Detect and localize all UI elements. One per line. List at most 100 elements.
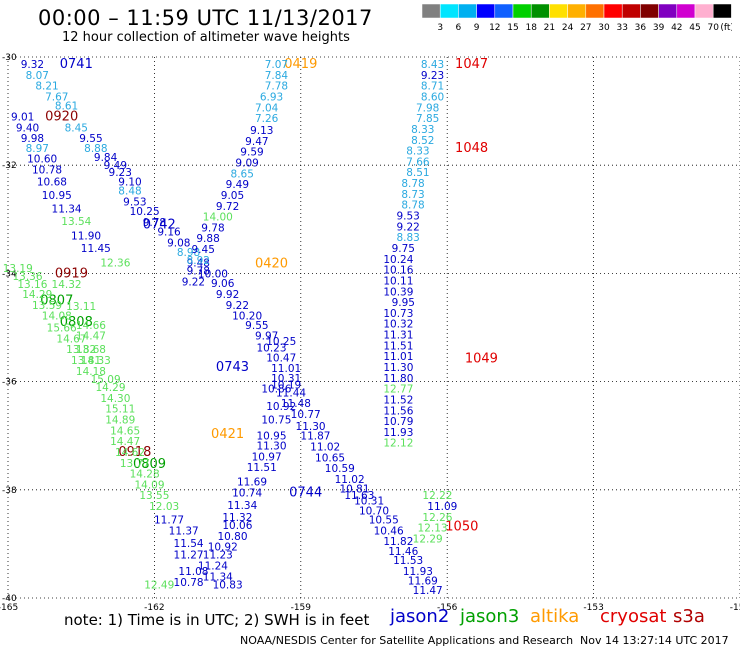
pass-time-label: 0741 [60,57,93,72]
wave-height-value: 8.78 [401,178,424,190]
wave-height-value: 10.23 [256,343,286,355]
legend-jason2: jason2 [390,606,450,627]
wave-height-value: 10.11 [383,275,413,287]
wave-height-value: 8.33 [406,146,429,158]
wave-height-value: 11.90 [71,231,101,243]
wave-height-value: 9.32 [21,59,44,71]
wave-height-value: 9.22 [396,221,419,233]
wave-height-value: 14.62 [115,447,145,459]
wave-height-value: 10.79 [383,416,413,428]
wave-height-value: 7.04 [255,102,279,114]
y-tick-label: -34 [2,269,17,279]
wave-height-value: 11.34 [203,571,233,583]
colorbar-label: 6 [456,23,462,32]
wave-height-value: 14.65 [110,425,140,437]
wave-height-value: 9.45 [192,244,215,256]
wave-height-value: 12.03 [149,501,179,513]
wave-height-value: 9.22 [182,277,205,289]
wave-height-value: 7.78 [265,81,288,93]
wave-height-value: 10.39 [383,286,413,298]
wave-height-value: 7.67 [45,91,68,103]
wave-height-value: 9.47 [245,136,268,148]
wave-height-value: 8.88 [84,143,107,155]
wave-height-value: 14.66 [76,320,106,332]
pass-time-label: 0742 [143,218,176,233]
legend-altika: altika [530,606,580,627]
wave-height-value: 11.34 [227,500,257,512]
wave-height-value: 10.32 [383,319,413,331]
pass-time-label: 0808 [60,315,93,330]
wave-height-value: 11.08 [178,566,208,578]
wave-height-value: 9.09 [235,157,258,169]
wave-height-value: 11.24 [198,561,228,573]
legend-jason3: jason3 [460,606,520,627]
wave-height-value: 14.67 [56,333,86,345]
wave-height-value: 11.02 [335,474,365,486]
colorbar-label: 24 [562,23,574,32]
wave-height-value: 11.30 [256,440,286,452]
wave-height-value: 11.87 [300,431,330,443]
wave-height-value: 11.52 [383,394,413,406]
wave-height-value: 10.31 [271,373,301,385]
colorbar-label: 42 [671,23,682,32]
pass-time-label: 0744 [289,486,322,501]
wave-height-value: 8.78 [401,200,424,212]
wave-height-value: 11.54 [174,538,204,550]
wave-height-value: 8.52 [411,135,434,147]
wave-height-value: 11.27 [174,550,204,562]
legend-s3a: s3a [673,606,705,627]
wave-height-value: 10.78 [32,165,62,177]
wave-height-value: 12.26 [422,512,452,524]
wave-height-value: 13.19 [3,263,33,275]
x-tick-label: -156 [437,603,458,613]
wave-height-value: 11.23 [203,550,233,562]
wave-height-value: 9.48 [187,258,210,270]
pass-time-label: 0807 [40,293,73,308]
wave-height-value: 9.92 [216,289,239,301]
wave-height-value: 8.43 [421,59,444,71]
wave-height-value: 11.01 [383,351,413,363]
wave-height-value: 9.10 [118,176,141,188]
wave-height-value: 13.11 [66,301,96,313]
wave-height-value: 11.30 [296,421,326,433]
pass-time-label: 0920 [45,110,78,125]
wave-height-value: 11.77 [154,515,184,527]
x-tick-label: -159 [291,603,312,613]
wave-height-value: 11.51 [247,462,277,474]
wave-height-value: 11.47 [413,585,443,597]
wave-height-value: 10.70 [359,505,389,517]
wave-height-value: 10.16 [383,265,413,277]
wave-height-value: 14.32 [52,279,82,291]
wave-height-value: 9.16 [157,227,181,239]
wave-height-value: 12.77 [383,384,413,396]
wave-height-value: 13.82 [66,344,96,356]
wave-height-value: 9.49 [226,179,249,191]
wave-height-value: 8.60 [421,91,444,103]
wave-height-value: 11.63 [344,490,374,502]
wave-height-value: 11.69 [408,576,438,588]
colorbar-label: 27 [580,23,591,32]
footer-timestamp: Nov 14 13:27:14 UTC 2017 [580,634,729,647]
wave-height-value: 12.22 [422,490,452,502]
footer-credit: NOAA/NESDIS Center for Satellite Applica… [240,634,574,647]
wave-height-value: 14.09 [134,479,164,491]
colorbar-unit: (ft) [720,23,732,32]
note-text: note: 1) Time is in UTC; 2) SWH is in fe… [64,611,370,629]
wave-height-value: 9.75 [392,243,415,255]
wave-height-value: 11.53 [393,555,423,567]
wave-height-value: 10.59 [325,463,355,475]
wave-height-value: 10.47 [266,352,296,364]
pass-time-label: 1049 [465,351,498,366]
wave-height-value: 11.45 [81,243,111,255]
wave-height-value: 9.78 [201,222,224,234]
colorbar-label: 9 [474,23,480,32]
y-tick-label: -40 [2,594,17,604]
wave-height-value: 11.31 [383,330,413,342]
wave-height-value: 14.33 [81,355,111,367]
wave-height-value: 10.55 [369,515,399,527]
pass-time-label: 0743 [216,360,249,375]
wave-height-value: 11.51 [383,340,413,352]
wave-height-value: 9.84 [94,152,118,164]
wave-height-value: 14.47 [76,331,106,343]
